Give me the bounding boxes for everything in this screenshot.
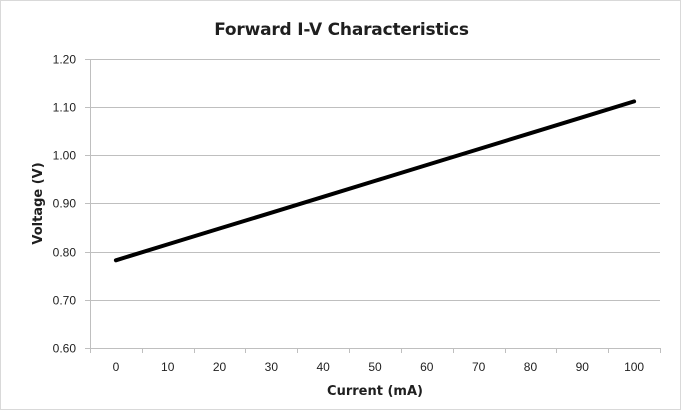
x-axis-title: Current (mA) [327,384,423,399]
y-tick-label: 0.90 [53,197,77,211]
axes [85,59,661,353]
x-tick-label: 80 [524,360,538,374]
chart-title: Forward I-V Characteristics [214,20,469,40]
x-tick-label: 70 [472,360,486,374]
y-tick-label: 0.60 [53,342,77,356]
x-tick-label: 60 [420,360,434,374]
x-tick-label: 50 [368,360,382,374]
x-tick-label: 20 [213,360,227,374]
x-tick-label: 0 [113,360,120,374]
y-tick-label: 0.80 [53,246,77,260]
x-tick-label: 100 [624,360,644,374]
x-tick-label: 10 [161,360,175,374]
series-line [113,99,637,263]
y-tick-label: 1.20 [53,53,77,67]
y-tick-label: 1.00 [53,149,77,163]
x-tick-label: 30 [265,360,279,374]
x-tick-label: 90 [576,360,590,374]
x-tick-label: 40 [317,360,331,374]
gridlines [90,59,660,301]
y-tick-label: 1.10 [53,101,77,115]
y-axis-title: Voltage (V) [31,162,46,244]
tick-labels: 0.60 0.70 0.80 0.90 1.00 1.10 1.20 0 10 20 30 40 50 6… [53,53,645,375]
series-layer [113,99,637,263]
y-tick-label: 0.70 [53,294,77,308]
